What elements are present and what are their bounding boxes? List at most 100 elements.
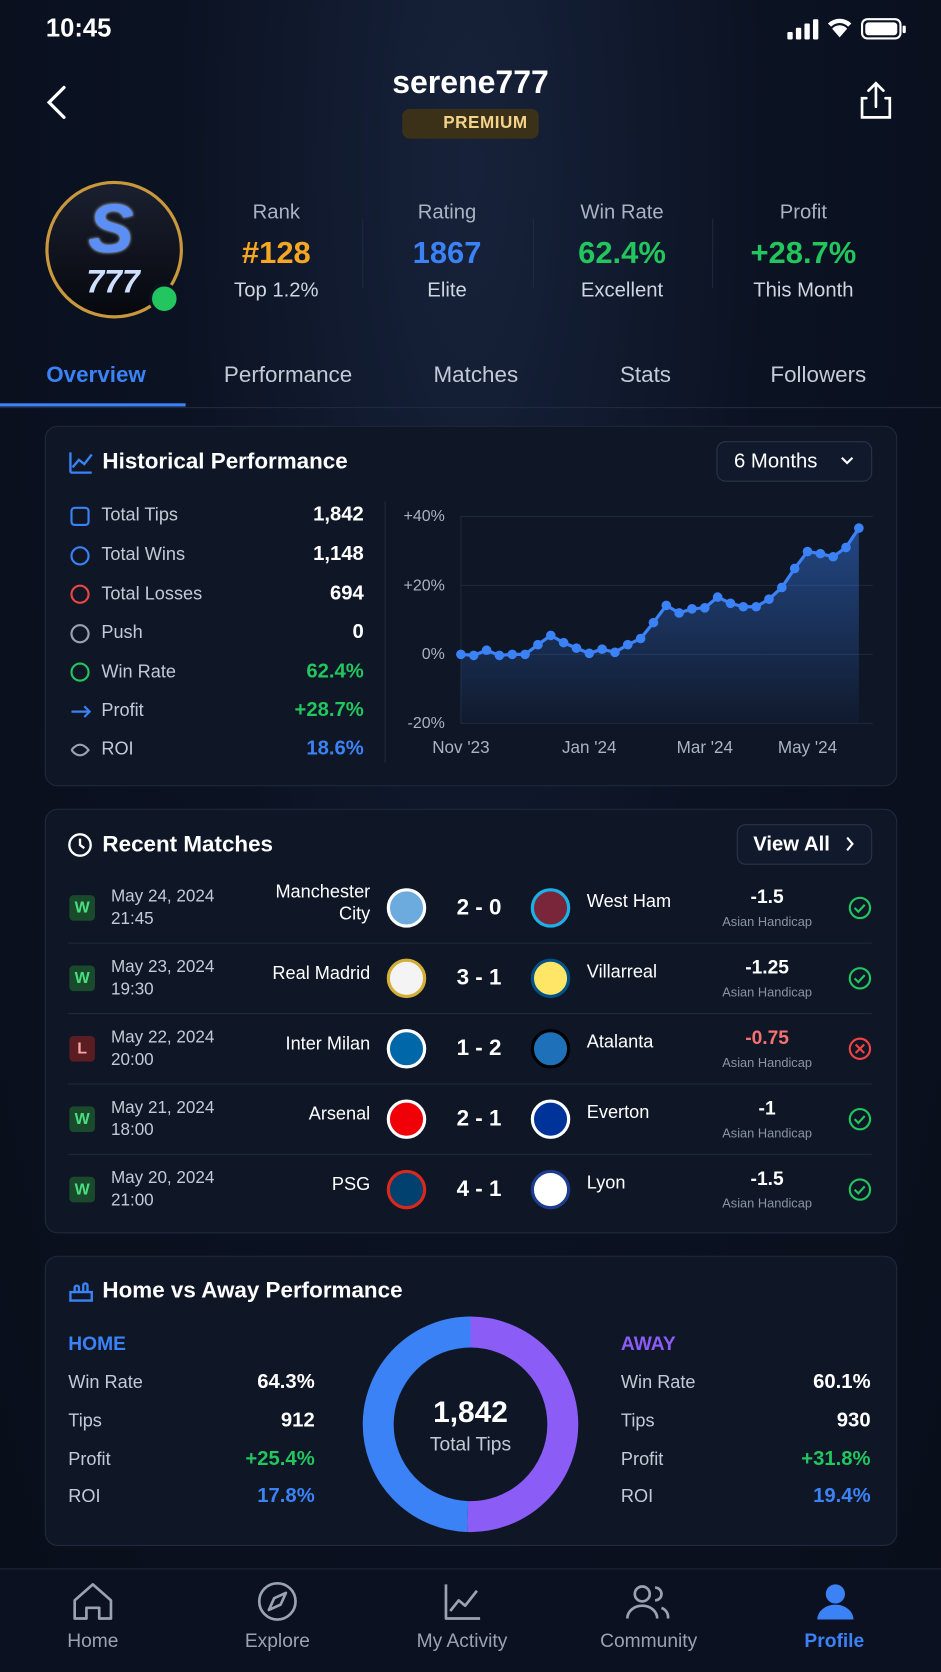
match-time: 19:30 (110, 980, 154, 999)
share-button[interactable] (860, 81, 892, 119)
point (481, 645, 492, 656)
nav-label[interactable]: My Activity (416, 1629, 508, 1652)
status-glyph (854, 1043, 865, 1054)
result-badge (69, 895, 95, 921)
away-logo (530, 888, 571, 928)
bottom-nav (0, 1568, 941, 1672)
match-time: 21:00 (110, 1191, 154, 1210)
market: Asian Handicap (722, 1195, 812, 1211)
x-tick-label: Nov '23 (432, 739, 490, 758)
metric-icons (70, 506, 92, 757)
username: serene777 (392, 65, 549, 101)
tab[interactable]: Matches (433, 362, 519, 388)
view-all-button[interactable] (736, 824, 873, 865)
point (854, 523, 864, 533)
back-button[interactable] (46, 85, 66, 119)
status-icon (848, 896, 872, 920)
result-text: W (74, 1110, 90, 1129)
metric-value: 60.1% (813, 1370, 871, 1394)
nav-label[interactable]: Explore (244, 1629, 310, 1652)
market: Asian Handicap (722, 1125, 812, 1141)
view-all[interactable]: View All (753, 833, 830, 856)
status-icons (787, 18, 906, 40)
period-label[interactable]: 6 Months (734, 450, 818, 473)
match-time: 18:00 (110, 1121, 154, 1140)
tab[interactable]: Followers (770, 362, 867, 388)
period-dropdown[interactable] (716, 441, 873, 482)
point (456, 649, 466, 660)
status-icon (848, 967, 872, 990)
home-logo (386, 1029, 427, 1069)
status-glyph (853, 1115, 866, 1125)
metric-value: 64.3% (257, 1370, 315, 1394)
card-title: Home vs Away Performance (102, 1278, 403, 1303)
market: Asian Handicap (722, 1055, 812, 1071)
status-icon (848, 1178, 872, 1201)
match-date: May 21, 2024 (110, 1098, 215, 1118)
metric-value: 912 (280, 1409, 315, 1432)
match-date: May 23, 2024 (110, 958, 215, 977)
point (597, 644, 607, 654)
home-logo (386, 888, 427, 928)
home-team: Manchester City (275, 881, 371, 924)
point (610, 647, 620, 658)
online-dot (148, 283, 180, 315)
metric-label: Profit (101, 699, 144, 721)
point (777, 582, 787, 593)
away-team: Villarreal (586, 961, 658, 982)
result-text: W (74, 969, 90, 988)
away-logo (530, 1169, 571, 1210)
metric-value: 18.6% (306, 737, 364, 760)
point (725, 598, 736, 609)
score: 3 - 1 (456, 965, 502, 991)
point (558, 637, 569, 648)
metric-label: ROI (68, 1486, 101, 1507)
result-badge (69, 1106, 95, 1132)
point (828, 551, 838, 562)
metric-value: 0 (352, 620, 364, 644)
away-logo (530, 1099, 571, 1139)
x-tick-label: Jan '24 (562, 739, 617, 758)
status-glyph (853, 1185, 866, 1195)
metric-value: +31.8% (801, 1447, 871, 1471)
metric-label: Tips (620, 1410, 655, 1431)
tab[interactable]: Performance (223, 362, 353, 388)
chevron (841, 456, 854, 465)
point (700, 602, 710, 613)
tab[interactable]: Stats (619, 362, 672, 388)
point (571, 643, 582, 653)
avatar-number: 777 (86, 264, 140, 300)
handicap-line: -1 (758, 1097, 776, 1119)
result-text: L (77, 1039, 88, 1058)
metric-label: Win Rate (68, 1372, 143, 1393)
away-team: West Ham (586, 890, 672, 912)
stat-label: Win Rate (580, 201, 664, 225)
stat-sub: Elite (427, 279, 467, 302)
metric-label: Win Rate (101, 661, 176, 682)
score: 4 - 1 (456, 1176, 502, 1202)
nav-label[interactable]: Community (600, 1629, 698, 1652)
y-tick-label: +40% (403, 507, 445, 526)
result-text: W (74, 898, 90, 918)
stat-label: Rank (252, 201, 300, 225)
status-icon (848, 1037, 872, 1060)
metric-label: Total Tips (101, 504, 178, 525)
area (460, 528, 859, 724)
card-title: Historical Performance (102, 449, 348, 474)
home-team: PSG (331, 1174, 371, 1195)
nav-label[interactable]: Home (67, 1629, 119, 1652)
nav-label[interactable]: Profile (804, 1629, 865, 1652)
metric-value: 1,842 (313, 503, 364, 526)
y-tick-label: 0% (421, 645, 445, 664)
donut-segment (362, 1316, 471, 1533)
home-team: Inter Milan (285, 1033, 371, 1054)
away-team: Atalanta (586, 1031, 654, 1052)
metric-value: 19.4% (813, 1485, 871, 1508)
away-team: Everton (586, 1102, 650, 1123)
stat-sub: This Month (753, 279, 854, 302)
tab[interactable]: Overview (46, 362, 146, 388)
separators (0, 218, 941, 1155)
metric-label: Profit (68, 1448, 111, 1470)
handicap-line: -0.75 (745, 1026, 789, 1049)
premium-badge (402, 108, 539, 139)
